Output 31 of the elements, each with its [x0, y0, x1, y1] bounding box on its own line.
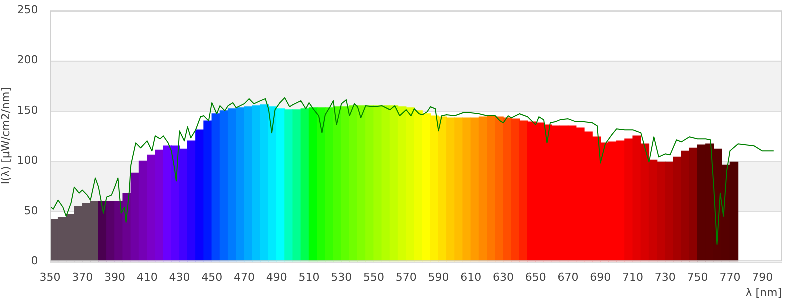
x-tick-label: 370	[72, 271, 94, 284]
y-tick-label: 150	[17, 104, 38, 117]
y-tick-label: 200	[17, 54, 38, 67]
y-tick-label: 50	[24, 204, 38, 218]
x-axis-title: λ [nm]	[746, 286, 782, 300]
x-tick-label: 570	[396, 271, 417, 284]
y-tick-label: 250	[17, 3, 38, 16]
x-tick-label: 770	[720, 271, 741, 284]
x-tick-label: 590	[428, 271, 450, 284]
x-tick-label: 670	[558, 271, 579, 284]
x-tick-label: 550	[364, 271, 385, 284]
x-tick-label: 650	[525, 271, 546, 284]
y-tick-label: 0	[31, 254, 38, 268]
y-axis-title: I(λ) [µW/cm2/nm]	[0, 88, 12, 185]
x-tick-label: 750	[687, 271, 708, 284]
x-tick-label: 350	[40, 271, 61, 284]
x-tick-label: 510	[298, 271, 320, 284]
x-tick-label: 390	[104, 271, 126, 284]
x-tick-label: 730	[654, 271, 676, 284]
x-tick-label: 470	[234, 271, 255, 284]
y-tick-label: 100	[17, 154, 38, 168]
x-tick-label: 610	[460, 271, 482, 284]
x-tick-label: 450	[202, 271, 223, 284]
x-tick-label: 630	[493, 271, 514, 284]
x-tick-label: 710	[622, 271, 644, 284]
x-tick-label: 530	[331, 271, 352, 284]
x-tick-label: 690	[590, 271, 612, 284]
x-tick-label: 490	[266, 271, 288, 284]
x-tick-label: 790	[752, 271, 774, 284]
x-tick-label: 430	[169, 271, 190, 284]
x-tick-label: 410	[136, 271, 158, 284]
